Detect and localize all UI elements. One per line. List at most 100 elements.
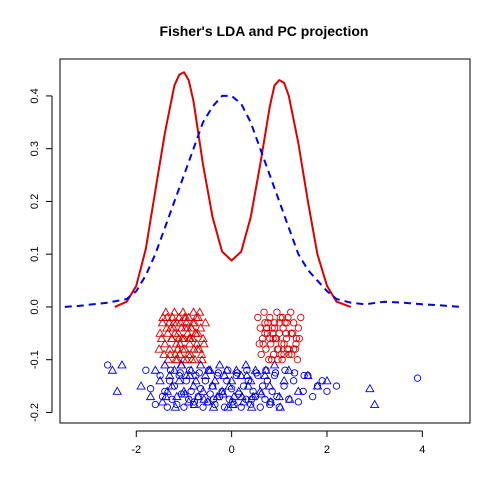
data-point-triangle	[169, 365, 180, 374]
data-point-circle	[206, 390, 214, 398]
data-point-triangle	[161, 307, 171, 316]
data-point-circle	[268, 387, 276, 395]
data-point-circle	[208, 382, 217, 390]
data-point-circle	[244, 377, 252, 385]
data-point-circle	[287, 308, 295, 316]
data-point-triangle	[162, 328, 173, 337]
data-point-triangle	[164, 317, 174, 327]
data-point-circle	[276, 313, 284, 322]
data-point-triangle	[157, 396, 168, 406]
data-point-circle	[263, 377, 272, 385]
data-point-circle	[256, 403, 264, 411]
data-point-circle	[292, 334, 301, 343]
data-point-triangle	[170, 402, 181, 411]
data-point-triangle	[256, 389, 266, 398]
y-tick-label: -0.2	[29, 403, 41, 422]
data-point-circle	[151, 400, 159, 409]
data-point-circle	[257, 350, 265, 359]
data-point-circle	[294, 398, 303, 406]
data-point-triangle	[196, 349, 207, 358]
data-point-circle	[289, 377, 298, 385]
data-point-triangle	[167, 381, 177, 390]
data-point-circle	[173, 400, 181, 409]
data-point-circle	[251, 392, 260, 401]
x-axis: -2 0 2 4	[131, 430, 425, 456]
data-point-circle	[180, 403, 188, 411]
data-point-circle	[214, 369, 222, 377]
data-point-triangle	[158, 312, 168, 321]
data-point-circle	[413, 374, 422, 382]
data-point-triangle	[214, 360, 225, 369]
data-point-circle	[264, 319, 272, 327]
data-point-circle	[247, 400, 255, 409]
data-point-circle	[235, 390, 243, 398]
data-point-circle	[146, 385, 155, 393]
data-point-triangle	[180, 389, 190, 398]
data-point-circle	[281, 366, 289, 374]
data-point-triangle	[182, 354, 192, 364]
data-point-triangle	[175, 317, 186, 327]
data-point-circle	[293, 356, 302, 364]
y-axis: -0.2 -0.1 0.0 0.1 0.2 0.3 0.4	[29, 88, 53, 422]
data-point-triangle	[157, 317, 168, 327]
data-point-circle	[291, 345, 300, 353]
data-point-circle	[176, 369, 184, 377]
data-point-triangle	[223, 402, 233, 411]
data-point-circle	[201, 377, 210, 385]
data-point-triangle	[192, 338, 202, 348]
data-point-circle	[261, 329, 269, 337]
data-point-circle	[258, 382, 267, 390]
data-point-circle	[104, 361, 112, 369]
data-point-triangle	[174, 375, 184, 385]
data-point-circle	[280, 340, 288, 348]
data-point-triangle	[160, 360, 170, 369]
y-tick-label: -0.1	[29, 350, 41, 369]
data-point-circle	[289, 329, 297, 337]
data-point-circle	[228, 398, 237, 406]
y-tick-label: 0.4	[29, 88, 41, 103]
data-point-circle	[290, 369, 299, 377]
data-point-circle	[259, 340, 267, 348]
data-point-triangle	[191, 375, 201, 385]
data-point-circle	[271, 369, 280, 377]
lda-density-curve	[114, 71, 352, 308]
data-point-circle	[223, 377, 231, 385]
data-point-circle	[278, 340, 286, 348]
data-point-circle	[166, 366, 175, 374]
data-point-triangle	[199, 338, 209, 348]
data-point-triangle	[284, 365, 294, 374]
data-point-circle	[273, 345, 282, 353]
pc-density-curve	[64, 94, 461, 308]
data-point-circle	[187, 387, 195, 395]
data-point-circle	[218, 387, 226, 395]
data-point-triangle	[159, 349, 169, 358]
data-point-circle	[261, 319, 269, 327]
data-point-circle	[194, 392, 202, 401]
data-point-triangle	[365, 383, 375, 393]
data-point-circle	[300, 371, 308, 380]
y-tick-label: 0.1	[29, 247, 41, 262]
data-point-circle	[142, 366, 150, 374]
data-point-triangle	[136, 381, 146, 390]
data-point-circle	[170, 382, 179, 390]
data-point-circle	[220, 403, 229, 411]
data-point-triangle	[269, 360, 280, 369]
data-point-triangle	[241, 360, 251, 369]
y-tick-label: 0.3	[29, 141, 41, 156]
data-point-circle	[177, 390, 186, 398]
data-point-triangle	[177, 344, 188, 353]
data-point-circle	[266, 313, 274, 322]
data-point-circle	[265, 356, 273, 364]
data-point-circle	[280, 350, 288, 359]
data-point-triangle	[200, 370, 211, 379]
data-point-circle	[297, 313, 305, 322]
data-point-circle	[304, 371, 312, 380]
data-point-circle	[195, 369, 203, 377]
data-point-circle	[263, 324, 271, 332]
data-point-circle	[278, 356, 286, 364]
data-point-circle	[256, 324, 264, 332]
data-point-triangle	[166, 333, 177, 343]
data-point-triangle	[171, 354, 181, 364]
x-tick-label: 2	[324, 444, 330, 456]
data-point-circle	[283, 319, 291, 327]
